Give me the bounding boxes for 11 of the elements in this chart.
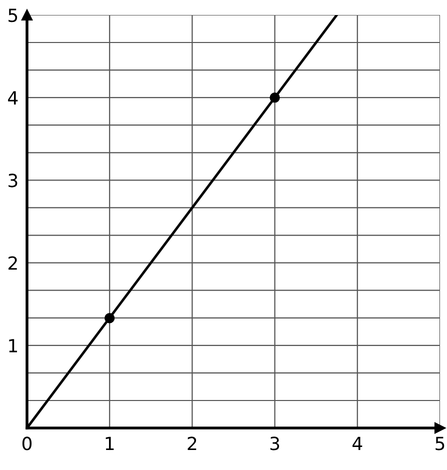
y-tick-label: 3 <box>8 174 18 188</box>
x-tick-label: 4 <box>352 436 362 450</box>
y-tick-label: 2 <box>8 256 17 270</box>
y-tick-label: 1 <box>9 339 17 352</box>
x-tick-label: 5 <box>436 436 444 450</box>
y-tick-label: 4 <box>8 91 18 104</box>
x-tick-label: 0 <box>22 436 32 450</box>
x-tick-label: 2 <box>188 436 196 450</box>
x-tick-label: 3 <box>270 436 280 450</box>
x-tick-label: 1 <box>106 436 114 450</box>
y-tick-label: 5 <box>8 8 18 22</box>
